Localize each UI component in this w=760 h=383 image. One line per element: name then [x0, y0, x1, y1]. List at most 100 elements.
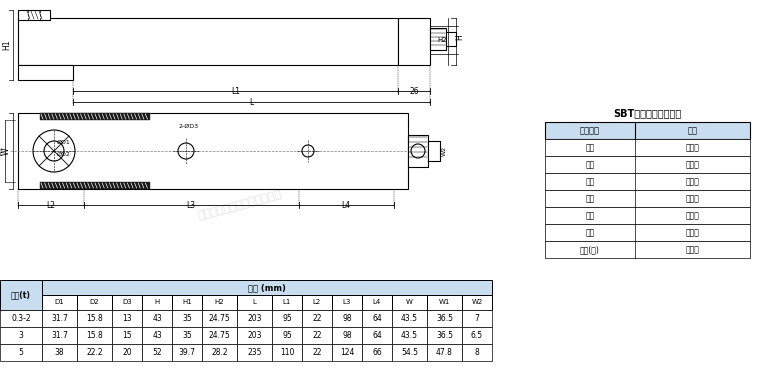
Text: 黄色(长): 黄色(长): [580, 245, 600, 254]
Text: L2: L2: [313, 300, 321, 306]
Bar: [272, 327, 302, 344]
Text: 43: 43: [152, 314, 162, 323]
Bar: [172, 327, 202, 344]
Text: 98: 98: [342, 331, 352, 340]
Text: L4: L4: [341, 200, 350, 210]
Text: 95: 95: [282, 314, 292, 323]
Bar: [362, 327, 392, 344]
Bar: [408, 135, 428, 167]
Text: 0.3-2: 0.3-2: [11, 314, 31, 323]
Bar: [392, 327, 427, 344]
Text: 负信号: 负信号: [686, 228, 699, 237]
Bar: [362, 310, 392, 327]
Bar: [18, 65, 73, 80]
Bar: [172, 310, 202, 327]
Text: 22: 22: [312, 331, 321, 340]
Text: 38: 38: [55, 348, 65, 357]
Bar: [77, 295, 112, 310]
Bar: [142, 344, 172, 361]
Text: 35: 35: [182, 314, 192, 323]
Text: 64: 64: [372, 331, 382, 340]
Bar: [42, 310, 77, 327]
Text: 5: 5: [18, 348, 24, 357]
Bar: [237, 344, 272, 361]
Bar: [42, 280, 492, 295]
Text: 白色: 白色: [585, 211, 594, 220]
Text: 7: 7: [474, 314, 480, 323]
Text: 43: 43: [152, 331, 162, 340]
Bar: [392, 344, 427, 361]
Text: 66: 66: [372, 348, 382, 357]
Text: 31.7: 31.7: [51, 331, 68, 340]
Bar: [18, 113, 408, 189]
Text: 屏蔽线: 屏蔽线: [686, 245, 699, 254]
Bar: [302, 295, 332, 310]
Text: 黑色: 黑色: [585, 160, 594, 169]
Bar: [77, 327, 112, 344]
Bar: [18, 10, 50, 20]
Text: 22: 22: [312, 314, 321, 323]
Text: 43.5: 43.5: [401, 314, 418, 323]
Text: 203: 203: [247, 314, 261, 323]
Bar: [112, 295, 142, 310]
Bar: [332, 344, 362, 361]
Bar: [142, 310, 172, 327]
Bar: [427, 344, 462, 361]
Bar: [142, 295, 172, 310]
Bar: [202, 327, 237, 344]
Text: L3: L3: [343, 300, 351, 306]
Text: 35: 35: [182, 331, 192, 340]
Text: 蓝色: 蓝色: [585, 194, 594, 203]
Bar: [237, 310, 272, 327]
Bar: [42, 344, 77, 361]
Bar: [272, 344, 302, 361]
Bar: [545, 224, 750, 241]
Text: 13: 13: [122, 314, 131, 323]
Text: 负激励: 负激励: [686, 160, 699, 169]
Text: L2: L2: [46, 200, 55, 210]
Text: 2-ØD3: 2-ØD3: [178, 123, 198, 129]
Text: 95: 95: [282, 331, 292, 340]
Text: 64: 64: [372, 314, 382, 323]
Bar: [77, 344, 112, 361]
Text: 31.7: 31.7: [51, 314, 68, 323]
Text: L4: L4: [373, 300, 381, 306]
Text: D2: D2: [90, 300, 100, 306]
Bar: [545, 207, 750, 224]
Text: 203: 203: [247, 331, 261, 340]
Text: H1: H1: [182, 300, 192, 306]
Text: H: H: [154, 300, 160, 306]
Text: 43.5: 43.5: [401, 331, 418, 340]
Text: 15.8: 15.8: [86, 314, 103, 323]
Bar: [362, 295, 392, 310]
Bar: [332, 310, 362, 327]
Text: W: W: [406, 300, 413, 306]
Bar: [545, 139, 750, 156]
Text: 尺寸 (mm): 尺寸 (mm): [248, 283, 286, 292]
Bar: [545, 173, 750, 190]
Text: H2: H2: [437, 37, 447, 43]
Text: W2: W2: [442, 146, 446, 156]
Bar: [172, 344, 202, 361]
Bar: [545, 156, 750, 173]
Text: 52: 52: [152, 348, 162, 357]
Text: 正反馈: 正反馈: [686, 177, 699, 186]
Text: D3: D3: [122, 300, 132, 306]
Bar: [112, 344, 142, 361]
Bar: [112, 310, 142, 327]
Text: L1: L1: [283, 300, 291, 306]
Text: 235: 235: [247, 348, 261, 357]
Bar: [237, 295, 272, 310]
Text: 39.7: 39.7: [179, 348, 195, 357]
Text: ØD2: ØD2: [57, 152, 71, 157]
Text: 黄色: 黄色: [585, 177, 594, 186]
Bar: [112, 327, 142, 344]
Text: L3: L3: [186, 200, 195, 210]
Text: 26: 26: [409, 87, 419, 95]
Bar: [202, 295, 237, 310]
Bar: [332, 295, 362, 310]
Bar: [18, 18, 398, 65]
Text: 110: 110: [280, 348, 294, 357]
Text: 54.5: 54.5: [401, 348, 418, 357]
Text: L: L: [252, 300, 256, 306]
